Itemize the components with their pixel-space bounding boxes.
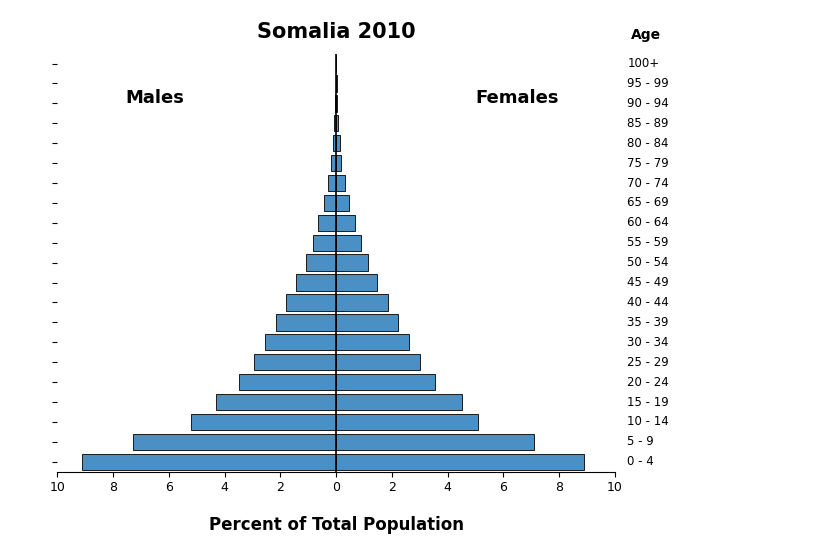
Bar <box>335 95 336 111</box>
Bar <box>336 95 337 111</box>
Bar <box>305 255 336 271</box>
Bar <box>238 374 336 390</box>
Bar <box>276 314 336 331</box>
Bar <box>336 294 387 311</box>
Bar <box>336 195 348 211</box>
Bar <box>336 414 477 430</box>
Bar <box>331 155 336 172</box>
Text: 65 - 69: 65 - 69 <box>627 196 668 210</box>
Bar <box>336 155 341 172</box>
Bar <box>133 434 336 450</box>
Bar <box>83 453 336 470</box>
Text: 15 - 19: 15 - 19 <box>627 396 668 408</box>
Text: 10 - 14: 10 - 14 <box>627 415 668 428</box>
Bar <box>265 334 336 351</box>
Bar <box>336 115 338 131</box>
Text: 95 - 99: 95 - 99 <box>627 77 668 90</box>
Bar <box>312 235 336 251</box>
Bar <box>336 453 584 470</box>
Text: 25 - 29: 25 - 29 <box>627 356 668 369</box>
Bar <box>336 274 377 291</box>
Bar <box>336 135 339 151</box>
Bar <box>336 255 368 271</box>
Text: Males: Males <box>125 89 184 107</box>
Text: 100+: 100+ <box>627 57 658 70</box>
Text: 35 - 39: 35 - 39 <box>627 316 668 329</box>
Text: 20 - 24: 20 - 24 <box>627 376 668 389</box>
Bar <box>336 214 355 231</box>
Text: Females: Females <box>475 89 559 107</box>
Bar <box>336 374 435 390</box>
Bar <box>216 394 336 410</box>
Bar <box>336 175 344 191</box>
Bar <box>336 394 461 410</box>
Text: 80 - 84: 80 - 84 <box>627 137 668 150</box>
Text: 30 - 34: 30 - 34 <box>627 336 668 349</box>
Text: 60 - 64: 60 - 64 <box>627 217 668 229</box>
Bar <box>336 235 360 251</box>
Bar <box>318 214 336 231</box>
Text: 75 - 79: 75 - 79 <box>627 157 668 169</box>
Text: Percent of Total Population: Percent of Total Population <box>209 516 463 534</box>
Text: 70 - 74: 70 - 74 <box>627 176 668 190</box>
Text: 85 - 89: 85 - 89 <box>627 117 668 130</box>
Bar <box>334 115 336 131</box>
Bar <box>254 354 336 370</box>
Bar <box>296 274 336 291</box>
Bar <box>333 135 336 151</box>
Text: 5 - 9: 5 - 9 <box>627 435 654 448</box>
Text: 40 - 44: 40 - 44 <box>627 296 668 309</box>
Bar <box>324 195 336 211</box>
Bar <box>336 334 408 351</box>
Bar <box>336 354 419 370</box>
Text: 55 - 59: 55 - 59 <box>627 236 668 249</box>
Bar <box>286 294 336 311</box>
Bar <box>328 175 336 191</box>
Bar <box>336 314 397 331</box>
Bar <box>336 434 533 450</box>
Text: Age: Age <box>631 28 661 42</box>
Text: 0 - 4: 0 - 4 <box>627 455 654 468</box>
Text: 90 - 94: 90 - 94 <box>627 97 668 110</box>
Text: Somalia 2010: Somalia 2010 <box>256 22 415 42</box>
Text: 50 - 54: 50 - 54 <box>627 256 668 269</box>
Text: 45 - 49: 45 - 49 <box>627 276 668 289</box>
Bar <box>191 414 336 430</box>
